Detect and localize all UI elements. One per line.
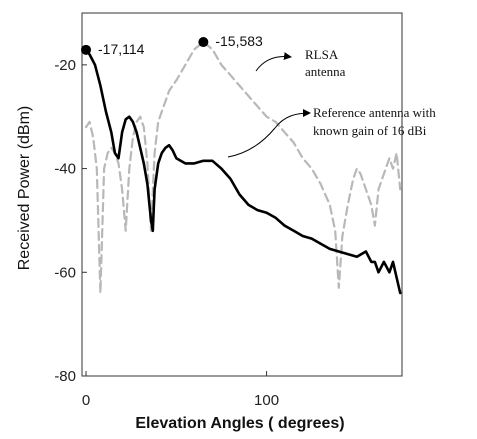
rlsa-callout-line2: antenna [305, 64, 346, 79]
y-tick-label: -20 [54, 57, 76, 74]
y-tick-label: -60 [54, 264, 76, 281]
x-ticks: 0 100 [82, 371, 279, 409]
annotation-group: -17,114 -15,583 [81, 33, 263, 57]
y-ticks: -20 -40 -60 -80 [54, 57, 87, 385]
peak-marker [198, 37, 209, 48]
y-tick-label: -40 [54, 161, 76, 178]
y-axis-title: Received Power (dBm) [16, 106, 33, 271]
rlsa-callout-arrow [255, 52, 292, 72]
peak-label: -15,583 [215, 33, 263, 49]
reference-callout-line2: known gain of 16 dBi [313, 123, 427, 138]
reference-callout-line1: Reference antenna with [313, 105, 436, 120]
rlsa-callout-line1: RLSA [305, 47, 339, 62]
reference-antenna-series-line [84, 48, 402, 295]
x-tick-label: 0 [82, 392, 90, 409]
peak-marker [81, 44, 91, 55]
x-tick-label: 100 [254, 392, 279, 409]
series-group [84, 40, 402, 295]
peak-label: -17,114 [98, 41, 145, 57]
y-tick-label: -80 [54, 368, 76, 385]
reference-callout-arrow [227, 109, 311, 158]
rlsa-antenna-series-line [84, 40, 402, 295]
x-axis-title: Elevation Angles ( degrees) [135, 415, 344, 432]
plot-frame [81, 12, 403, 377]
